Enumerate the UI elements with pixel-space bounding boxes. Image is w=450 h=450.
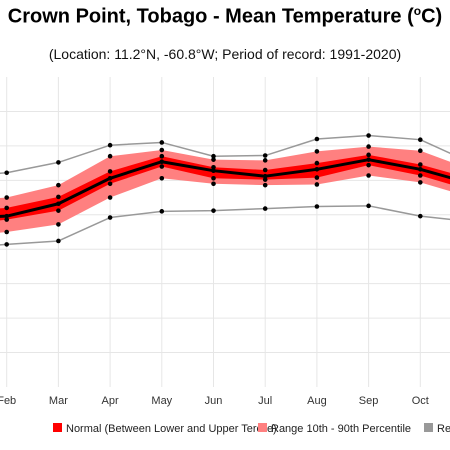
p10-point-may	[159, 175, 165, 181]
lower-tercile-point-mar	[56, 208, 61, 213]
normal-point-feb	[4, 213, 9, 219]
lower-tercile-point-oct	[418, 173, 423, 178]
x-tick-aug: Aug	[307, 395, 327, 407]
p10-point-jul	[262, 182, 268, 188]
p90-point-may	[159, 147, 165, 153]
normal-point-apr	[107, 175, 113, 181]
legend-label-percentile: Range 10th - 90th Percentile	[271, 423, 411, 435]
range-min-point-may	[159, 209, 165, 214]
legend-swatch-tercile	[53, 423, 62, 432]
range-min-point-jun	[211, 208, 216, 213]
p10-point-jun	[211, 181, 216, 187]
range-min-point-aug	[314, 204, 320, 209]
range-max-point-aug	[314, 136, 320, 142]
normal-point-may	[159, 159, 165, 165]
p90-point-jul	[262, 158, 268, 163]
range-min-point-mar	[56, 238, 61, 244]
upper-tercile-point-sep	[366, 152, 371, 158]
p90-point-aug	[314, 149, 320, 154]
x-tick-feb: Feb	[0, 395, 16, 407]
p90-point-apr	[107, 153, 113, 159]
lower-tercile-point-sep	[366, 162, 371, 168]
normal-point-sep	[366, 157, 371, 162]
range-min-point-jul	[262, 206, 268, 211]
chart-subtitle: (Location: 11.2°N, -60.8°W; Period of re…	[48, 46, 402, 62]
x-tick-oct: Oct	[412, 395, 429, 407]
plot-area	[0, 77, 450, 387]
lower-tercile-point-aug	[314, 175, 320, 180]
lower-tercile-point-feb	[4, 217, 9, 222]
x-tick-apr: Apr	[102, 395, 119, 407]
range-max-point-jun	[211, 153, 216, 159]
upper-tercile-point-apr	[107, 169, 113, 174]
range-max-point-oct	[418, 137, 423, 142]
range-max-point-jul	[262, 153, 268, 158]
range-max-point-apr	[107, 142, 113, 148]
upper-tercile-point-jun	[211, 164, 216, 170]
upper-tercile-point-may	[159, 153, 165, 159]
normal-point-jul	[262, 173, 268, 179]
legend-swatch-percentile	[258, 423, 267, 432]
p90-point-jun	[211, 157, 216, 162]
p90-point-sep	[366, 144, 371, 149]
range-min-point-feb	[4, 242, 9, 247]
p90-point-oct	[418, 148, 423, 154]
legend-label-tercile: Normal (Between Lower and Upper Tercile)	[66, 423, 277, 435]
range-min-point-oct	[418, 213, 423, 219]
normal-point-jun	[211, 168, 216, 173]
x-tick-may: May	[151, 395, 172, 407]
legend-swatch-range	[424, 423, 433, 432]
tercile-band	[0, 154, 450, 221]
legend-label-range: Re	[437, 423, 450, 435]
range-max-point-may	[159, 140, 165, 145]
upper-tercile-point-jul	[262, 167, 268, 173]
range-max-point-mar	[56, 160, 61, 165]
p10-point-apr	[107, 195, 113, 200]
upper-tercile-point-oct	[418, 162, 423, 167]
p10-point-feb	[4, 229, 9, 235]
p90-point-mar	[56, 182, 61, 188]
range-max-point-sep	[366, 133, 371, 138]
lower-tercile-point-jul	[262, 177, 268, 182]
upper-tercile-point-aug	[314, 160, 320, 166]
p10-point-mar	[56, 222, 61, 227]
x-tick-mar: Mar	[49, 395, 68, 407]
p10-point-oct	[418, 180, 423, 185]
x-tick-sep: Sep	[359, 395, 379, 407]
p10-point-aug	[314, 182, 320, 187]
range-max-point-feb	[4, 170, 9, 176]
normal-point-mar	[56, 201, 61, 207]
range-min-point-apr	[107, 215, 113, 220]
range-min-point-sep	[366, 203, 371, 209]
p90-point-feb	[4, 195, 9, 200]
p10-point-sep	[366, 173, 371, 178]
lower-tercile-point-may	[159, 164, 165, 169]
normal-point-aug	[314, 167, 320, 172]
x-tick-jun: Jun	[205, 395, 223, 407]
normal-point-oct	[418, 167, 423, 172]
chart-title: Crown Point, Tobago - Mean Temperature (…	[7, 4, 443, 28]
upper-tercile-point-mar	[56, 194, 61, 200]
lower-tercile-point-apr	[107, 181, 113, 187]
upper-tercile-point-feb	[4, 205, 9, 211]
lower-tercile-point-jun	[211, 175, 216, 181]
x-tick-jul: Jul	[258, 395, 272, 407]
